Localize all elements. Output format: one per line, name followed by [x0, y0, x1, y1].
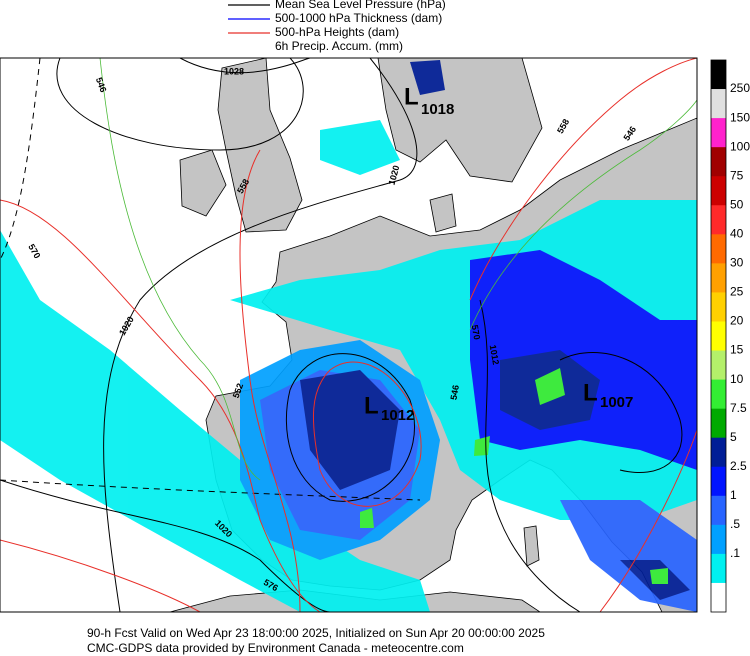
- height-contour: [0, 199, 321, 612]
- low-symbol: L: [364, 392, 379, 419]
- colorbar-label: 20: [730, 314, 744, 328]
- contour-label: 546: [448, 384, 460, 401]
- land-corsica-sardinia: [523, 525, 540, 567]
- colorbar-segment: [711, 263, 726, 293]
- height-contour: [313, 361, 422, 507]
- colorbar-segment: [711, 147, 726, 177]
- legend: Mean Sea Level Pressure (hPa)500-1000 hP…: [228, 0, 446, 39]
- colorbar-label: 7.5: [730, 401, 747, 415]
- colorbar-segment: [711, 553, 726, 584]
- footer-line: 90-h Fcst Valid on Wed Apr 23 18:00:00 2…: [87, 626, 545, 640]
- thickness-contour: [99, 58, 261, 481]
- mslp-contour: [285, 353, 415, 502]
- low-value: 1012: [381, 407, 414, 424]
- precip-area: [300, 370, 400, 490]
- colorbar-label: .5: [730, 517, 740, 531]
- precip-area: [360, 508, 374, 528]
- low-symbol: L: [583, 379, 598, 406]
- colorbar-label: 1: [730, 488, 737, 502]
- colorbar-segment: [711, 60, 726, 90]
- colorbar-label: 250: [730, 81, 750, 95]
- colorbar-segment: [711, 89, 726, 119]
- contour-label: 1028: [224, 66, 244, 76]
- colorbar-segment: [711, 176, 726, 206]
- mslp-contour: [479, 299, 581, 612]
- colorbar-label: 10: [730, 372, 744, 386]
- mslp-contour: [0, 479, 331, 612]
- colorbar-label: 15: [730, 343, 744, 357]
- colorbar-label: 40: [730, 226, 744, 240]
- colorbar-segment: [711, 234, 726, 264]
- colorbar-segment: [711, 582, 726, 613]
- contour-label: 546: [94, 76, 109, 94]
- colorbar-segment: [711, 205, 726, 235]
- colorbar-label: 75: [730, 168, 744, 182]
- colorbar-segment: [711, 408, 726, 438]
- colorbar-segment: [711, 437, 726, 468]
- colorbar-frame: [710, 59, 727, 613]
- colorbar-segment: [711, 524, 726, 555]
- contour-label: 1012: [488, 344, 501, 365]
- thickness-contour: [469, 99, 697, 331]
- legend-label: 500-1000 hPa Thickness (dam): [275, 11, 442, 25]
- colorbar-segment: [711, 118, 726, 148]
- precip-area: [410, 60, 445, 95]
- land-ireland: [179, 149, 227, 217]
- colorbar-segment: [711, 321, 726, 351]
- colorbar-label: 2.5: [730, 459, 747, 473]
- legend-label: Mean Sea Level Pressure (hPa): [275, 0, 446, 11]
- low-value: 1007: [600, 394, 633, 411]
- land-britain: [217, 58, 303, 233]
- height-contour: [0, 539, 201, 612]
- precip-area: [320, 120, 400, 175]
- colorbar-label: 5: [730, 430, 737, 444]
- mslp-contour: [56, 58, 304, 151]
- low-value: 1018: [421, 101, 454, 118]
- low-symbol: L: [404, 83, 419, 110]
- map: [0, 58, 697, 612]
- precip-legend-label: 6h Precip. Accum. (mm): [275, 39, 403, 53]
- height-contour: [239, 149, 301, 612]
- colorbar-label: 25: [730, 285, 744, 299]
- colorbar-segment: [711, 350, 726, 380]
- colorbar-label: .1: [730, 546, 740, 560]
- mslp-contour: [179, 58, 311, 74]
- legend-label: 500-hPa Heights (dam): [275, 25, 399, 39]
- dashed-line: [0, 58, 41, 261]
- contour-label: 552: [231, 382, 246, 400]
- precip-area: [650, 568, 668, 584]
- colorbar-segment: [711, 379, 726, 409]
- land-denmark: [429, 193, 457, 233]
- precipitation: [0, 60, 697, 612]
- colorbar-segment: [711, 292, 726, 322]
- colorbar-segment: [711, 466, 726, 497]
- height-contour: [599, 429, 697, 612]
- colorbar-label: 50: [730, 197, 744, 211]
- colorbar-label: 100: [730, 139, 750, 153]
- colorbar-segment: [711, 495, 726, 526]
- precip-area: [535, 368, 565, 405]
- colorbar-label: 150: [730, 110, 750, 124]
- colorbar: 250 150 100 75 50 40 30 25 20 15 10 7.5 5 2.5 1 .5 .1: [710, 59, 750, 613]
- contour-label: 570: [470, 324, 482, 341]
- colorbar-label: 30: [730, 256, 744, 270]
- height-contour: [469, 58, 697, 301]
- map-frame: [0, 57, 698, 613]
- mslp-contour: [103, 58, 418, 612]
- mslp-contour: [559, 352, 683, 474]
- precip-band: [0, 230, 430, 612]
- footer-line: CMC-GDPS data provided by Environment Ca…: [87, 641, 464, 655]
- dashed-line: [0, 479, 421, 501]
